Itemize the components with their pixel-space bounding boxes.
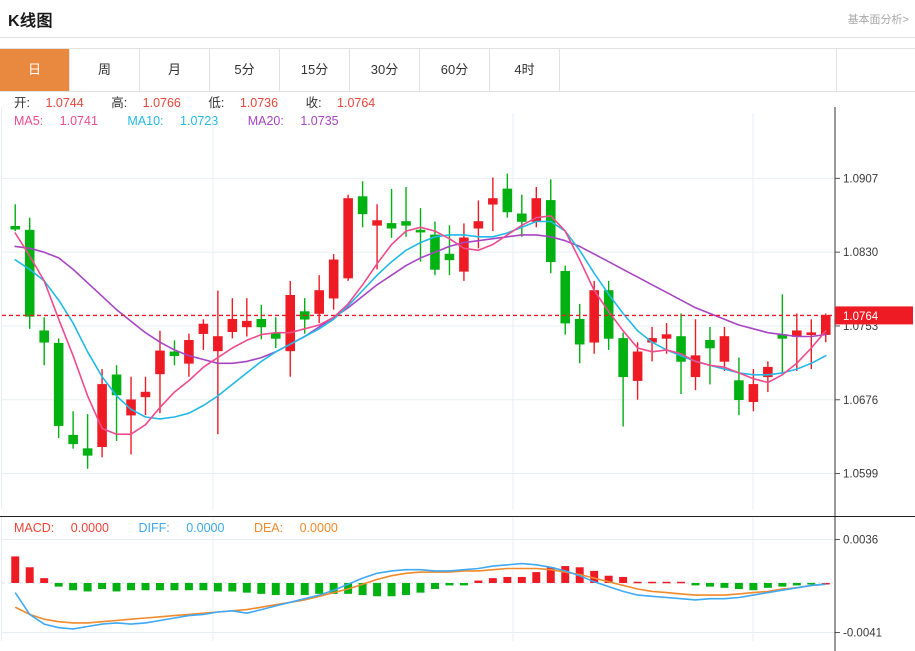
svg-text:1.0676: 1.0676 xyxy=(843,395,878,407)
macd-legend: MACD: 0.0000 DIFF: 0.0000 DEA: 0.0000 xyxy=(14,521,364,535)
tab-day[interactable]: 日 xyxy=(0,49,70,91)
open-label: 开: xyxy=(14,96,30,110)
dea-value: 0.0000 xyxy=(299,521,338,535)
ma5-value: 1.0741 xyxy=(59,114,98,128)
high-label: 高: xyxy=(111,96,128,110)
ma10-label: MA10: xyxy=(127,114,164,128)
low-label: 低: xyxy=(208,96,225,110)
tab-30min[interactable]: 30分 xyxy=(350,49,420,91)
fundamental-analysis-link[interactable]: 基本面分析> xyxy=(847,14,909,26)
ma5-label: MA5: xyxy=(14,114,44,128)
page-title: K线图 xyxy=(8,13,54,30)
svg-text:1.0764: 1.0764 xyxy=(843,311,879,323)
dea-label: DEA: xyxy=(253,521,284,535)
svg-text:-0.0041: -0.0041 xyxy=(843,628,882,640)
macd-label: MACD: xyxy=(14,521,55,535)
svg-text:1.0907: 1.0907 xyxy=(843,173,878,185)
tab-week[interactable]: 周 xyxy=(70,49,140,91)
page-header: K线图 基本面分析> xyxy=(0,0,915,38)
price-chart-panel[interactable]: 1.0907 1.0830 1.0753 1.0676 1.0599 1.0764 xyxy=(0,107,915,516)
tabbar-spacer xyxy=(560,49,837,91)
svg-text:1.0830: 1.0830 xyxy=(843,247,878,259)
macd-value: 0.0000 xyxy=(70,521,109,535)
ma20-label: MA20: xyxy=(247,114,284,128)
timeframe-tabbar: 日 周 月 5分 15分 30分 60分 4时 xyxy=(0,48,915,92)
tabbar-spacer-right xyxy=(837,49,915,91)
macd-chart-svg[interactable]: 0.0036 -0.0041 xyxy=(0,517,915,651)
macd-chart-panel[interactable]: 0.0036 -0.0041 xyxy=(0,516,915,651)
svg-text:0.0036: 0.0036 xyxy=(843,534,878,546)
diff-label: DIFF: xyxy=(138,521,170,535)
svg-text:1.0599: 1.0599 xyxy=(843,469,878,481)
ma10-value: 1.0723 xyxy=(180,114,219,128)
tab-15min[interactable]: 15分 xyxy=(280,49,350,91)
quote-info: 开: 1.0744 高: 1.0766 低: 1.0736 收: 1.0764 … xyxy=(14,95,399,130)
diff-value: 0.0000 xyxy=(186,521,225,535)
ohlc-row: 开: 1.0744 高: 1.0766 低: 1.0736 收: 1.0764 xyxy=(14,95,399,112)
tab-4hour[interactable]: 4时 xyxy=(490,49,560,91)
low-value: 1.0736 xyxy=(239,96,279,110)
tab-60min[interactable]: 60分 xyxy=(420,49,490,91)
close-label: 收: xyxy=(305,96,322,110)
high-value: 1.0766 xyxy=(142,96,181,110)
tab-5min[interactable]: 5分 xyxy=(210,49,280,91)
moving-average-row: MA5: 1.0741 MA10: 1.0723 MA20: 1.0735 xyxy=(14,113,399,130)
close-value: 1.0764 xyxy=(337,96,376,110)
open-value: 1.0744 xyxy=(45,96,84,110)
ma20-value: 1.0735 xyxy=(300,114,339,128)
tab-month[interactable]: 月 xyxy=(140,49,210,91)
